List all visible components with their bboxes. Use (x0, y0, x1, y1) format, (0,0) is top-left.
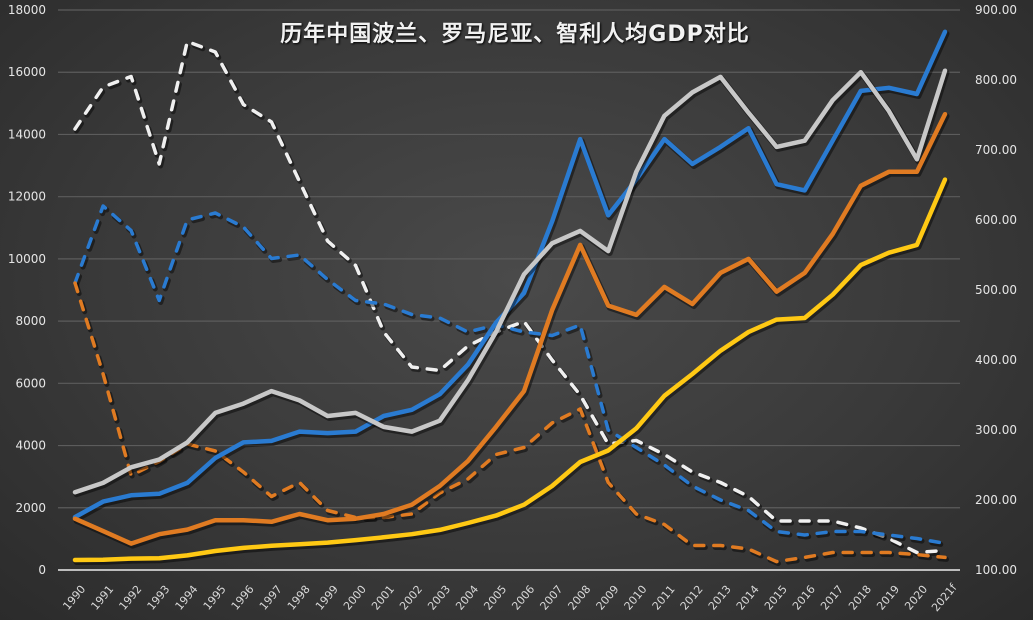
right-axis-tick-label: 900.00 (975, 3, 1017, 17)
x-axis-tick-label: 2015 (762, 583, 790, 613)
left-axis-tick-label: 0 (38, 563, 46, 577)
left-axis-tick-label: 8000 (15, 314, 46, 328)
left-axis-ticks: 0 2000 4000 6000 8000 10000 12000 14000 16000 180… (8, 3, 46, 577)
x-axis-tick-label: 2019 (874, 583, 902, 613)
left-axis-tick-label: 12000 (8, 190, 46, 204)
x-axis-tick-label: 1999 (313, 583, 341, 613)
right-axis-tick-label: 600.00 (975, 213, 1017, 227)
romania-gdp-per-capita-line (72, 111, 948, 546)
series-lines (72, 29, 950, 567)
x-axis-tick-label: 2006 (509, 583, 537, 613)
x-axis-tick-label: 2010 (622, 583, 650, 613)
x-axis-tick-label: 2004 (453, 583, 481, 613)
chile-china-ratio-line (73, 39, 947, 555)
x-axis-tick-label: 2001 (369, 583, 397, 613)
left-axis-tick-label: 18000 (8, 3, 46, 17)
x-axis-tick-label: 2017 (818, 583, 846, 613)
x-axis-tick-label: 2008 (566, 583, 594, 613)
china-gdp-per-capita-line (72, 177, 948, 563)
left-axis-tick-label: 10000 (8, 252, 46, 266)
china-gdp-per-capita-line-shadow (73, 178, 950, 565)
left-axis-tick-label: 2000 (15, 501, 46, 515)
chile-gdp-per-capita-line (72, 68, 948, 495)
x-axis-tick-label: 2013 (706, 583, 734, 613)
x-axis-tick-label: 2000 (341, 583, 369, 613)
gridlines (58, 9, 960, 509)
right-axis-tick-label: 700.00 (975, 143, 1017, 157)
poland-china-ratio-line (73, 204, 947, 546)
x-axis-tick-label: 2018 (846, 583, 874, 613)
chile-gdp-per-capita-line-shadow (73, 69, 950, 498)
x-axis-tick-label: 1991 (88, 583, 116, 613)
right-axis-tick-label: 300.00 (975, 423, 1017, 437)
x-axis-tick-label: 2005 (481, 583, 509, 613)
x-axis-tick-label: 1996 (229, 583, 257, 613)
x-axis-tick-label: 2009 (594, 583, 622, 613)
right-axis-tick-label: 100.00 (975, 563, 1017, 577)
x-axis-ticks: 1990 1991 1992 1993 1994 1995 1996 1997 1998 1999… (60, 581, 960, 615)
poland-gdp-per-capita-line (72, 29, 948, 520)
x-axis-tick-label: 2003 (425, 583, 453, 613)
chart-title: 历年中国波兰、罗马尼亚、智利人均GDP对比 (280, 22, 750, 47)
left-axis-tick-label: 6000 (15, 376, 46, 390)
x-axis-tick-label: 1993 (145, 583, 173, 613)
poland-gdp-per-capita-line-shadow (73, 30, 950, 523)
x-axis-tick-label: 1995 (201, 583, 229, 613)
x-axis-tick-label: 1994 (173, 583, 201, 613)
x-axis-tick-label: 2016 (790, 583, 818, 613)
left-axis-tick-label: 16000 (8, 65, 46, 79)
right-axis-tick-label: 400.00 (975, 353, 1017, 367)
x-axis-tick-label: 2007 (537, 583, 565, 613)
right-axis-tick-label: 500.00 (975, 283, 1017, 297)
x-axis-tick-label: 1997 (257, 583, 285, 613)
x-axis-tick-label: 2021f (929, 581, 960, 615)
left-axis-tick-label: 14000 (8, 127, 46, 141)
x-axis-tick-label: 1992 (116, 583, 144, 613)
x-axis-tick-label: 2002 (397, 583, 425, 613)
x-axis-tick-label: 1998 (285, 583, 313, 613)
x-axis-tick-label: 1990 (60, 583, 88, 613)
right-axis-tick-label: 200.00 (975, 493, 1017, 507)
x-axis-tick-label: 2011 (650, 583, 678, 613)
right-axis-ticks: 100.00 200.00 300.00 400.00 500.00 600.00 700.… (975, 3, 1017, 577)
x-axis-tick-label: 2014 (734, 583, 762, 613)
x-axis-tick-label: 2012 (678, 583, 706, 613)
right-axis-tick-label: 800.00 (975, 73, 1017, 87)
x-axis-tick-label: 2020 (902, 583, 930, 613)
left-axis-tick-label: 4000 (15, 439, 46, 453)
